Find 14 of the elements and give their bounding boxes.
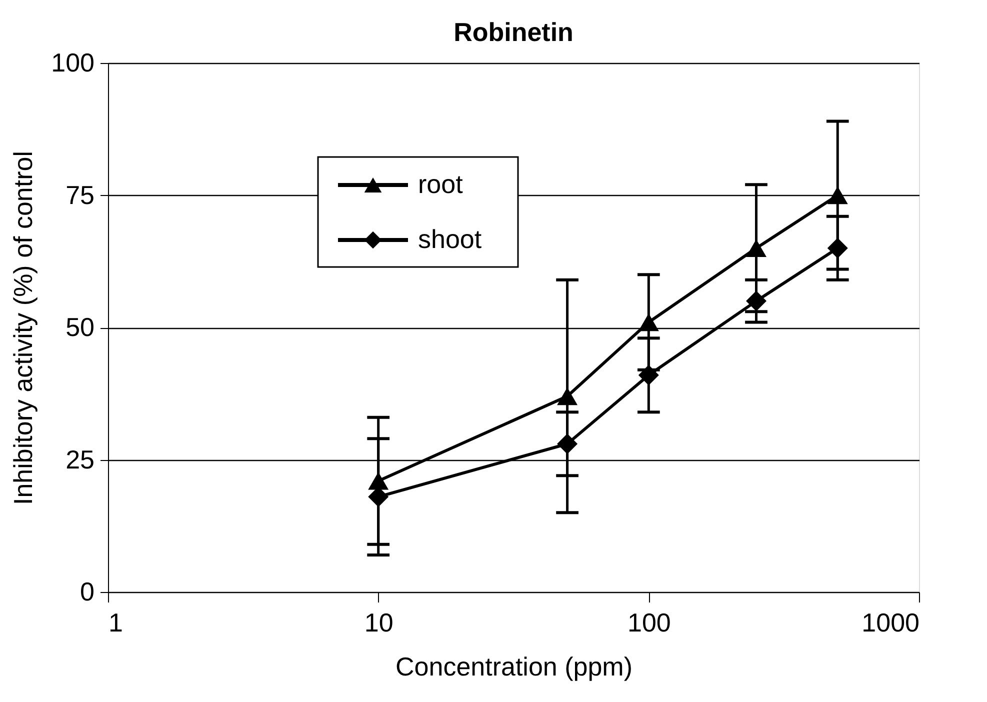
x-tick-label: 1 [108,608,123,638]
x-tick-label: 10 [364,608,394,638]
y-tick-label: 100 [51,48,94,78]
chart-title: Robinetin [454,17,574,47]
x-axis-title: Concentration (ppm) [396,652,632,682]
y-axis-title: Inhibitory activity (%) of control [8,150,38,506]
x-tick-label: 1000 [862,608,920,638]
y-tick-label: 50 [66,312,94,342]
y-tick-label: 0 [80,576,94,606]
legend-label: root [418,169,464,199]
y-tick-label: 75 [66,180,94,210]
legend-label: shoot [418,224,482,254]
y-tick-label: 25 [66,444,94,474]
x-tick-label: 100 [627,608,671,638]
